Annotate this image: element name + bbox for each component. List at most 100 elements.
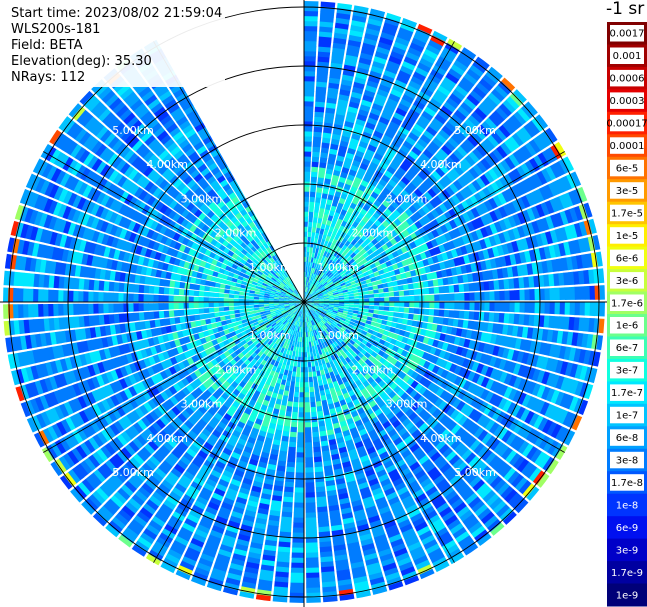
ray-gate-cell bbox=[461, 418, 473, 430]
ray-gate-cell bbox=[314, 201, 321, 208]
ray-gate-cell bbox=[96, 509, 111, 523]
ray-gate-cell bbox=[315, 365, 320, 372]
ray-gate-cell bbox=[540, 232, 549, 246]
ray-gate-cell bbox=[517, 378, 527, 391]
ray-gate-cell bbox=[298, 407, 304, 413]
ray-gate-cell bbox=[373, 492, 385, 501]
ray-gate-cell bbox=[448, 219, 458, 229]
ray-gate-cell bbox=[179, 560, 195, 572]
ray-gate-cell bbox=[562, 411, 574, 427]
ray-gate-cell bbox=[200, 487, 213, 497]
ray-gate-cell bbox=[400, 189, 410, 199]
ray-gate-cell bbox=[325, 322, 331, 327]
ray-gate-cell bbox=[317, 292, 323, 296]
ray-gate-cell bbox=[317, 307, 323, 311]
ray-gate-cell bbox=[393, 307, 400, 312]
ray-gate-cell bbox=[457, 275, 464, 284]
ray-gate-cell bbox=[537, 152, 550, 167]
ray-gate-cell bbox=[305, 467, 314, 473]
ray-gate-cell bbox=[410, 380, 419, 389]
ray-gate-cell bbox=[497, 323, 504, 335]
ray-gate-cell bbox=[207, 501, 220, 511]
ray-gate-cell bbox=[352, 286, 359, 291]
ray-gate-cell bbox=[388, 390, 397, 399]
ray-gate-cell bbox=[201, 464, 212, 474]
ray-gate-cell bbox=[545, 200, 555, 214]
ray-gate-cell bbox=[464, 406, 475, 418]
ray-gate-cell bbox=[230, 558, 245, 567]
ray-gate-cell bbox=[317, 293, 323, 297]
ray-gate-cell bbox=[502, 203, 513, 216]
ray-gate-cell bbox=[305, 326, 308, 333]
ray-gate-cell bbox=[550, 214, 560, 228]
ray-gate-cell bbox=[533, 415, 544, 429]
ray-gate-cell bbox=[329, 371, 335, 378]
ray-gate-cell bbox=[425, 543, 441, 555]
ray-gate-cell bbox=[429, 97, 442, 109]
ray-gate-cell bbox=[464, 170, 476, 182]
ray-gate-cell bbox=[271, 365, 278, 372]
ray-gate-cell bbox=[402, 140, 414, 150]
ray-gate-cell bbox=[406, 217, 415, 226]
ray-gate-cell bbox=[209, 572, 225, 582]
ray-gate-cell bbox=[493, 424, 504, 438]
ray-gate-cell bbox=[287, 344, 292, 351]
ray-gate-cell bbox=[342, 310, 349, 315]
ray-gate-cell bbox=[359, 276, 366, 282]
ray-gate-cell bbox=[382, 199, 391, 208]
ray-gate-cell bbox=[436, 367, 445, 377]
ray-gate-cell bbox=[415, 559, 431, 571]
ray-gate-cell bbox=[513, 455, 526, 470]
ray-gate-cell bbox=[307, 287, 310, 293]
ray-gate-cell bbox=[401, 449, 412, 459]
ray-gate-cell bbox=[278, 351, 283, 358]
ray-gate-cell bbox=[120, 484, 134, 497]
ray-gate-cell bbox=[328, 298, 335, 301]
ray-gate-cell bbox=[464, 452, 477, 465]
ray-gate-cell bbox=[143, 528, 158, 541]
ray-gate-cell bbox=[490, 380, 499, 393]
ray-gate-cell bbox=[547, 440, 559, 456]
ray-gate-cell bbox=[275, 339, 280, 345]
ray-gate-cell bbox=[301, 352, 304, 358]
ray-gate-cell bbox=[266, 432, 274, 440]
ray-gate-cell bbox=[442, 403, 452, 414]
ray-gate-cell bbox=[179, 455, 191, 466]
ray-gate-cell bbox=[337, 150, 346, 158]
ray-gate-cell bbox=[281, 400, 288, 407]
ray-gate-cell bbox=[227, 520, 241, 529]
ray-gate-cell bbox=[471, 179, 482, 192]
ray-gate-cell bbox=[282, 395, 288, 402]
ray-gate-cell bbox=[322, 132, 332, 139]
ray-gate-cell bbox=[413, 289, 420, 295]
ray-gate-cell bbox=[482, 270, 489, 281]
ray-gate-cell bbox=[315, 101, 325, 108]
ray-gate-cell bbox=[145, 459, 157, 471]
ray-gate-cell bbox=[396, 74, 410, 85]
ray-gate-cell bbox=[323, 304, 330, 307]
ray-gate-cell bbox=[333, 468, 344, 476]
ray-gate-cell bbox=[556, 330, 564, 344]
ray-gate-cell bbox=[222, 430, 232, 439]
ray-gate-cell bbox=[121, 505, 136, 518]
ray-gate-cell bbox=[384, 129, 396, 139]
ray-gate-cell bbox=[499, 371, 508, 384]
ray-gate-cell bbox=[337, 2, 353, 10]
ray-gate-cell bbox=[414, 220, 423, 229]
ray-gate-cell bbox=[328, 153, 337, 160]
ray-gate-cell bbox=[456, 400, 466, 412]
ray-gate-cell bbox=[413, 308, 420, 315]
ray-gate-cell bbox=[304, 40, 317, 47]
ray-gate-cell bbox=[328, 306, 335, 309]
ray-gate-cell bbox=[189, 509, 202, 520]
ray-gate-cell bbox=[437, 85, 451, 97]
ray-gate-cell bbox=[331, 330, 337, 336]
ray-gate-cell bbox=[517, 107, 531, 122]
ray-gate-cell bbox=[124, 501, 139, 515]
ray-gate-cell bbox=[435, 166, 446, 178]
ray-gate-cell bbox=[368, 451, 379, 460]
ray-gate-cell bbox=[384, 208, 393, 217]
ray-gate-cell bbox=[315, 324, 319, 330]
ray-gate-cell bbox=[405, 154, 416, 164]
ray-gate-cell bbox=[339, 349, 345, 356]
